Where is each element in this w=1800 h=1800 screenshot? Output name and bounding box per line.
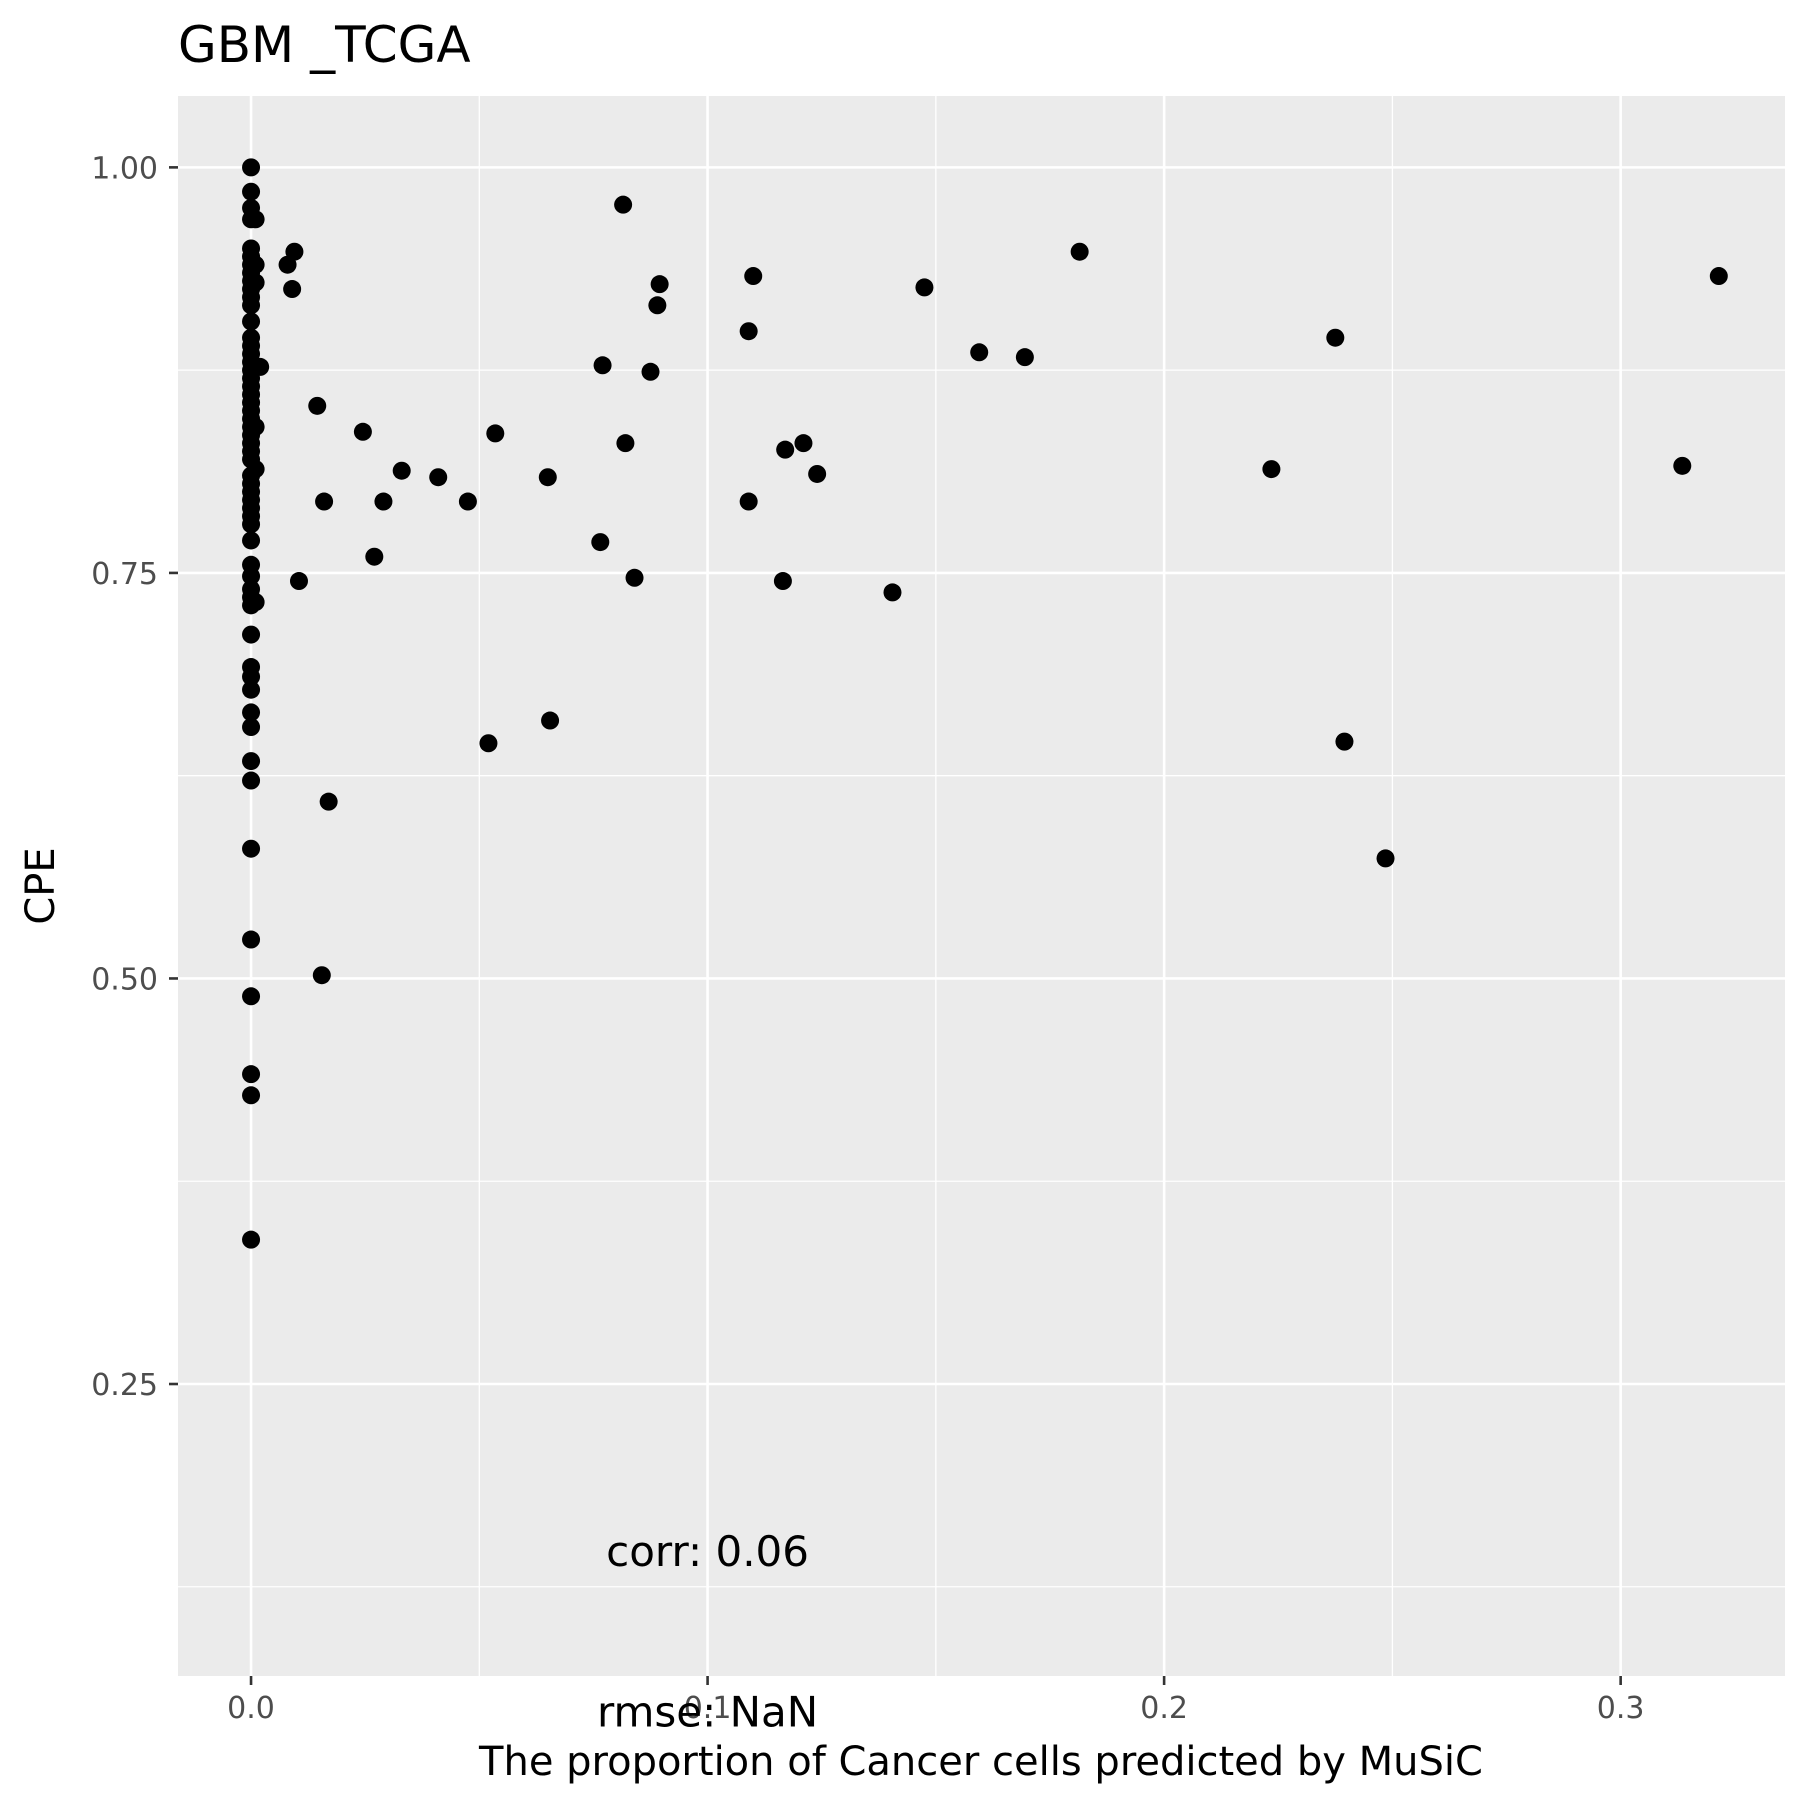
data-point-92 xyxy=(773,572,792,591)
data-point-57 xyxy=(246,273,265,292)
data-point-51 xyxy=(242,930,261,949)
data-point-73 xyxy=(374,492,393,511)
data-point-105 xyxy=(1673,456,1692,475)
data-point-91 xyxy=(744,267,763,286)
data-point-85 xyxy=(625,568,644,587)
grid-lines xyxy=(178,96,1785,1676)
chart-title: GBM _TCGA xyxy=(178,16,471,74)
x-axis-title: The proportion of Cancer cells predicted… xyxy=(478,1739,1483,1785)
x-tick-label-2: 0.2 xyxy=(1140,1691,1188,1726)
data-point-99 xyxy=(1015,348,1034,367)
data-point-50 xyxy=(242,839,261,858)
data-point-83 xyxy=(614,195,633,214)
data-point-94 xyxy=(794,434,813,453)
data-point-44 xyxy=(242,667,261,686)
data-point-88 xyxy=(650,275,669,294)
data-point-35 xyxy=(242,515,261,534)
data-point-53 xyxy=(242,1065,261,1084)
plot-panel xyxy=(178,96,1785,1676)
annotations: corr: 0.06 rmse: NaN xyxy=(597,1527,818,1737)
data-point-75 xyxy=(429,468,448,487)
data-point-93 xyxy=(776,440,795,459)
data-point-103 xyxy=(1335,732,1354,751)
data-point-101 xyxy=(1262,460,1281,479)
data-point-56 xyxy=(246,210,265,229)
data-point-79 xyxy=(538,468,557,487)
data-point-96 xyxy=(883,583,902,602)
data-point-71 xyxy=(353,422,372,441)
data-point-70 xyxy=(319,792,338,811)
data-points xyxy=(242,158,1728,1249)
data-point-102 xyxy=(1326,328,1345,347)
data-point-98 xyxy=(970,343,989,362)
annotation-0: corr: 0.06 xyxy=(606,1527,809,1576)
data-point-74 xyxy=(392,461,411,480)
data-point-61 xyxy=(246,593,265,612)
data-point-81 xyxy=(591,533,610,552)
data-point-77 xyxy=(479,734,498,753)
data-point-52 xyxy=(242,987,261,1006)
data-point-66 xyxy=(289,572,308,591)
data-point-97 xyxy=(915,278,934,297)
data-point-46 xyxy=(242,703,261,722)
data-point-12 xyxy=(242,312,261,331)
data-point-87 xyxy=(648,296,667,315)
data-point-49 xyxy=(242,771,261,790)
data-point-60 xyxy=(246,460,265,479)
data-point-38 xyxy=(242,567,261,586)
data-point-64 xyxy=(283,280,302,299)
data-point-55 xyxy=(242,1230,261,1249)
data-point-89 xyxy=(739,322,758,341)
data-point-58 xyxy=(246,255,265,274)
data-point-36 xyxy=(242,531,261,550)
data-point-65 xyxy=(285,242,304,261)
data-point-54 xyxy=(242,1086,261,1105)
data-point-100 xyxy=(1070,242,1089,261)
data-point-104 xyxy=(1376,849,1395,868)
annotation-1: rmse: NaN xyxy=(597,1688,818,1737)
axis-ticks: 0.0 0.1 0.2 0.3 0.25 0.50 0.75 1.00 xyxy=(91,151,1644,1726)
x-tick-label-3: 0.3 xyxy=(1597,1691,1645,1726)
data-point-0 xyxy=(242,158,261,177)
data-point-67 xyxy=(308,396,327,415)
data-point-76 xyxy=(458,492,477,511)
x-tick-label-0: 0.0 xyxy=(227,1691,275,1726)
y-tick-label-2: 0.75 xyxy=(91,557,158,592)
data-point-1 xyxy=(242,182,261,201)
data-point-82 xyxy=(593,356,612,375)
data-point-95 xyxy=(808,464,827,483)
data-point-72 xyxy=(365,547,384,566)
data-point-62 xyxy=(251,357,270,376)
data-point-68 xyxy=(312,966,331,985)
data-point-48 xyxy=(242,752,261,771)
data-point-42 xyxy=(242,625,261,644)
data-point-11 xyxy=(242,296,261,315)
data-point-69 xyxy=(315,492,334,511)
data-point-47 xyxy=(242,718,261,737)
x-tick-label-1: 0.1 xyxy=(684,1691,732,1726)
y-tick-label-0: 0.25 xyxy=(91,1368,158,1403)
data-point-59 xyxy=(246,417,265,436)
data-point-84 xyxy=(616,434,635,453)
data-point-90 xyxy=(739,492,758,511)
data-point-45 xyxy=(242,680,261,699)
y-tick-label-1: 0.50 xyxy=(91,962,158,997)
data-point-106 xyxy=(1709,267,1728,286)
y-tick-label-3: 1.00 xyxy=(91,151,158,186)
y-axis-title: CPE xyxy=(18,847,64,924)
data-point-78 xyxy=(486,424,505,443)
data-point-86 xyxy=(641,362,660,381)
data-point-80 xyxy=(541,711,560,730)
